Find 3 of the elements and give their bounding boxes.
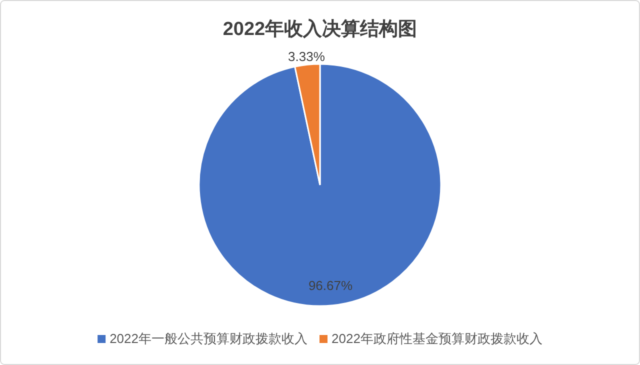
legend-label: 2022年一般公共预算财政拨款收入 xyxy=(110,331,308,346)
legend-label: 2022年政府性基金预算财政拨款收入 xyxy=(332,331,542,346)
title: 2022年收入决算结构图 xyxy=(222,19,418,40)
